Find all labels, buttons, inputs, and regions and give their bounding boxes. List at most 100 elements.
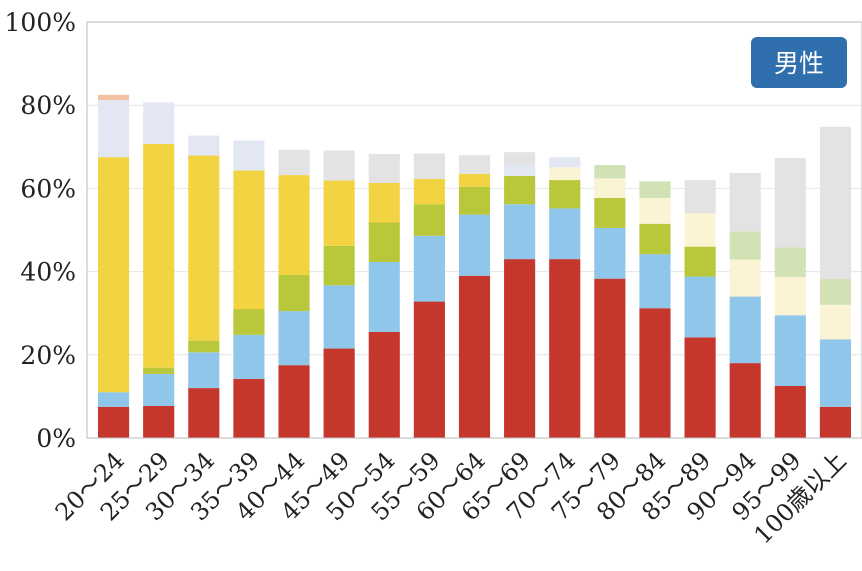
bar-segment [233,309,265,335]
bar-segment [97,406,130,438]
bar-segment [594,165,626,179]
bar-segment [97,157,130,393]
bar-segment [684,180,716,214]
bar-segment [819,406,852,438]
bar-segment [413,178,445,205]
bar-segment [368,182,400,223]
bar-stack [233,140,265,438]
bar-segment [639,308,671,438]
bar-stack [278,149,310,438]
x-axis-ticks: 20～2425～2930～3435～3940～4445～4950～5455～59… [50,446,852,549]
bar-segment [188,155,220,341]
bar-segment [639,197,671,224]
bar-segment [639,223,671,255]
bar-segment [323,285,355,349]
bars [97,94,852,438]
bar-stack [684,180,716,438]
bar-segment [594,227,626,279]
bar-segment [504,259,536,438]
bar-segment [504,204,536,260]
bar-segment [729,231,761,260]
bar-segment [504,152,536,166]
bar-segment [684,337,716,438]
bar-stack [774,158,806,438]
y-tick-label: 0% [36,424,76,453]
bar-stack [368,153,400,438]
bar-segment [819,304,852,340]
bar-segment [639,181,671,198]
bar-stack [504,152,536,438]
bar-segment [323,180,355,246]
y-tick-label: 60% [20,174,76,203]
bar-segment [143,373,175,406]
bar-segment [413,204,445,236]
bar-segment [188,340,220,353]
bar-segment [549,259,581,438]
bar-stack [819,126,852,438]
gender-badge-label: 男性 [774,49,824,78]
bar-segment [458,186,491,215]
y-tick-label: 20% [20,341,76,370]
bar-stack [97,94,130,438]
bar-segment [549,208,581,260]
bar-segment [504,175,536,205]
bar-segment [774,277,806,316]
bar-segment [729,363,761,438]
bar-stack [143,102,175,438]
bar-segment [774,247,806,278]
bar-segment [368,153,400,183]
bar-segment [278,365,310,438]
bar-segment [97,392,130,407]
bar-segment [368,262,400,332]
bar-segment [323,245,355,286]
bar-segment [413,235,445,302]
bar-segment [97,94,130,101]
bar-segment [458,173,491,187]
bar-segment [684,246,716,277]
bar-segment [684,276,716,338]
y-axis-ticks: 0% 20% 40% 60% 80% 100% [5,8,76,453]
bar-segment [188,135,220,156]
bar-segment [413,301,445,438]
bar-segment [774,158,806,248]
gender-badge: 男性 [751,37,847,88]
bar-stack [188,135,220,438]
y-tick-label: 80% [20,91,76,120]
y-tick-label: 40% [20,258,76,287]
bar-segment [684,213,716,247]
bar-segment [729,296,761,364]
bar-segment [819,278,852,305]
bar-segment [458,214,491,276]
bar-segment [143,367,175,374]
bar-segment [413,153,445,179]
bar-segment [594,278,626,438]
bar-segment [639,254,671,309]
bar-segment [729,173,761,232]
bar-segment [594,178,626,198]
bar-segment [143,405,175,438]
bar-segment [368,331,400,438]
bar-segment [549,157,581,168]
gender-badge-background [751,37,847,88]
y-tick-label: 100% [5,8,76,37]
bar-segment [143,102,175,144]
bar-segment [233,140,265,171]
bar-segment [458,155,491,174]
bar-stack [729,173,761,438]
bar-segment [188,352,220,389]
bar-segment [278,175,310,275]
bar-segment [188,388,220,438]
bar-stack [413,153,445,438]
bar-stack [323,150,355,438]
plot-frame [86,21,862,439]
bar-segment [278,274,310,312]
bar-segment [97,100,130,158]
bar-segment [233,334,265,379]
bar-segment [278,149,310,176]
bar-segment [143,143,175,368]
bar-segment [368,222,400,263]
bar-segment [233,170,265,310]
bar-segment [278,311,310,366]
bar-segment [233,378,265,438]
